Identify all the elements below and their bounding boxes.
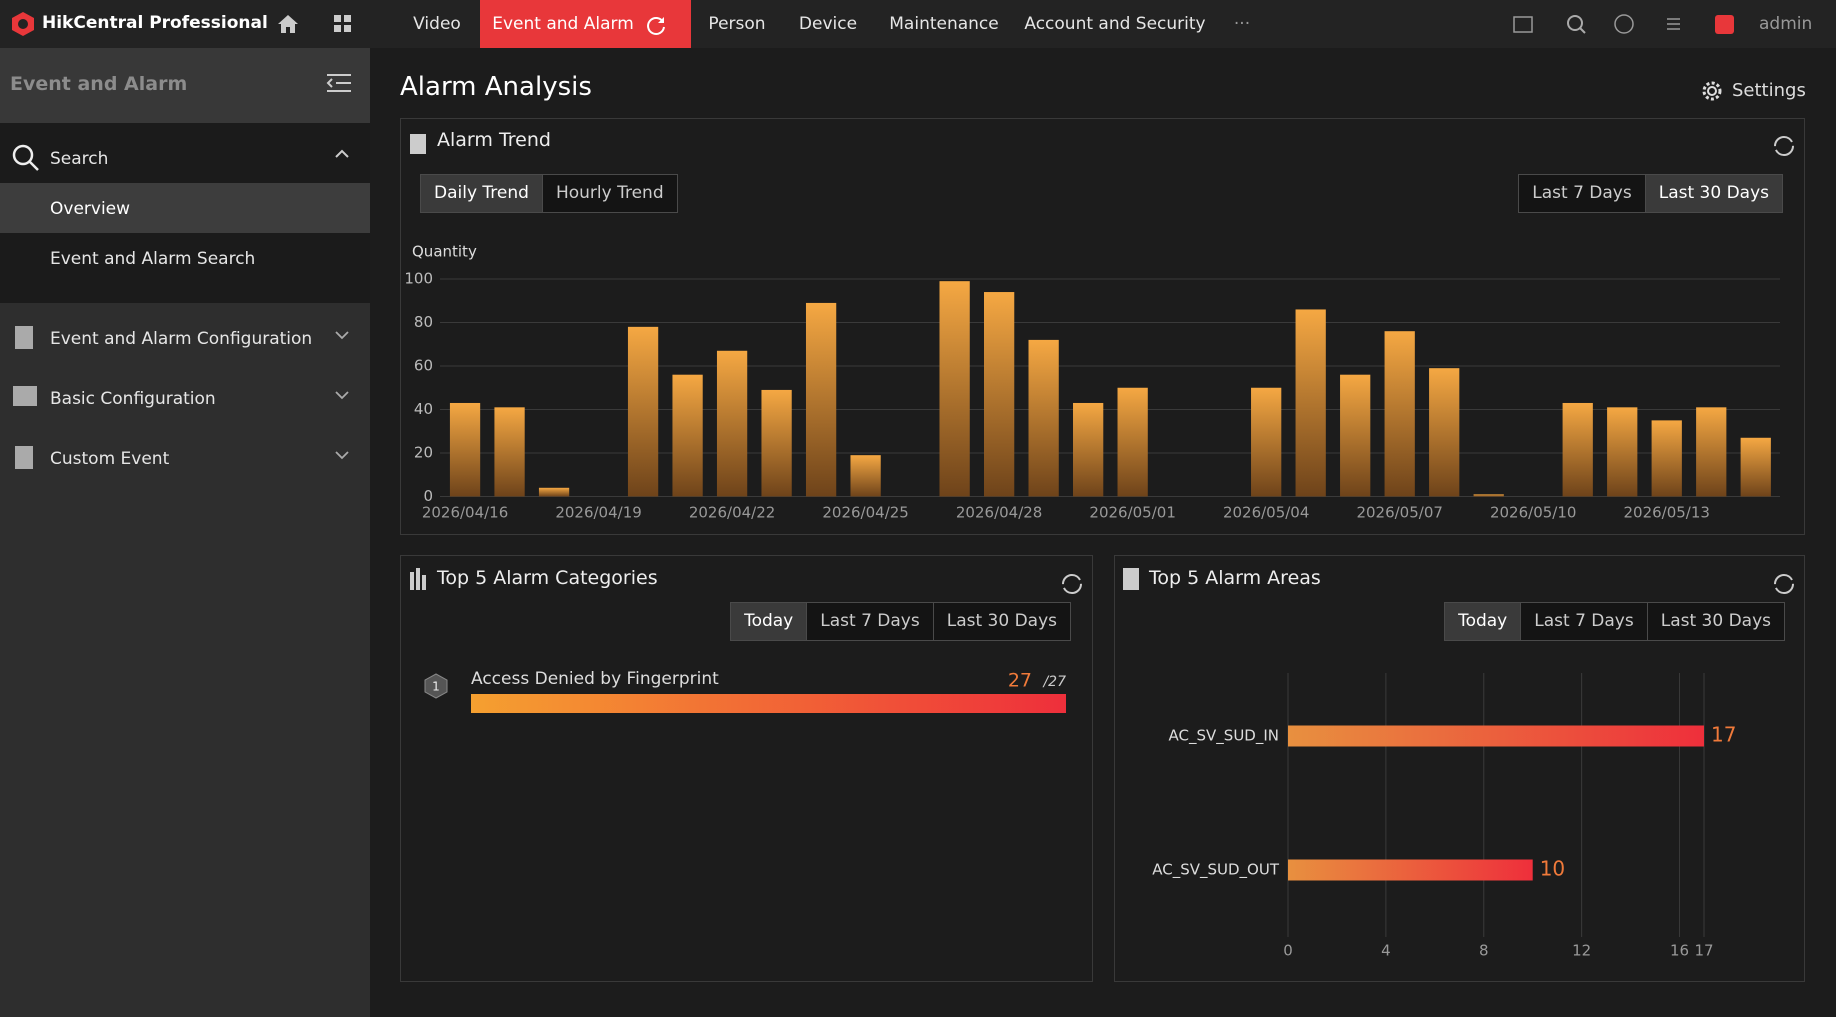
tab[interactable]: Last 7 Days	[807, 602, 934, 641]
sidebar: Event and Alarm Search Overview Event an…	[0, 48, 370, 1017]
page-title: Alarm Analysis	[400, 72, 592, 102]
settings-icon[interactable]	[1700, 79, 1724, 103]
tab[interactable]: Last 30 Days	[1647, 602, 1785, 641]
logo-icon	[12, 12, 34, 36]
settings-link[interactable]: Settings	[1732, 80, 1806, 101]
tab[interactable]: Last 30 Days	[933, 602, 1071, 641]
tab[interactable]: Last 7 Days	[1521, 602, 1648, 641]
collapse-icon[interactable]	[326, 72, 352, 94]
menu-item[interactable]: Search	[50, 149, 109, 169]
tab[interactable]: Today	[730, 602, 808, 641]
menu-item[interactable]: Overview	[50, 199, 131, 219]
chevrons[interactable]	[334, 328, 350, 468]
refresh-icon[interactable]	[645, 14, 667, 36]
tab-group: Today Last 7 Days Last 30 Days	[730, 602, 1071, 641]
nav-more[interactable]: ···	[1233, 14, 1251, 34]
tab[interactable]: Last 7 Days	[1518, 174, 1646, 213]
tab-group: Daily Trend Hourly Trend	[420, 174, 678, 213]
nav-item[interactable]: Person	[708, 14, 766, 34]
active-tab-bg	[480, 0, 691, 48]
search-icon	[12, 144, 39, 171]
sidebar-header	[0, 48, 370, 123]
tab-group: Today Last 7 Days Last 30 Days	[1444, 602, 1785, 641]
user-name[interactable]: admin	[1759, 14, 1813, 34]
menu-item[interactable]: Event and Alarm Search	[50, 249, 256, 269]
menu-selected-bg	[0, 183, 370, 233]
nav-item[interactable]: Account and Security	[1024, 14, 1206, 34]
panel-title: Top 5 Alarm Categories	[437, 567, 658, 589]
toolbar-icons[interactable]	[1512, 14, 1782, 36]
apps-icon[interactable]	[333, 14, 353, 34]
top-bar: HikCentral Professional Video Event and …	[0, 0, 1836, 48]
nav-item[interactable]: Device	[798, 14, 858, 34]
nav-item[interactable]: Maintenance	[889, 14, 999, 34]
nav-item[interactable]: Video	[413, 14, 461, 34]
menu-group[interactable]: Event and Alarm Configuration	[50, 329, 313, 349]
tab[interactable]: Hourly Trend	[542, 174, 678, 213]
logo-text: HikCentral Professional	[42, 13, 268, 33]
tab[interactable]: Daily Trend	[420, 174, 543, 213]
nav-item[interactable]: Event and Alarm	[492, 14, 634, 34]
tab[interactable]: Last 30 Days	[1645, 174, 1783, 213]
panel-title: Top 5 Alarm Areas	[1149, 567, 1321, 589]
home-icon[interactable]	[276, 13, 300, 35]
sidebar-title: Event and Alarm	[10, 73, 188, 95]
menu-group[interactable]: Basic Configuration	[50, 389, 216, 409]
tab[interactable]: Today	[1444, 602, 1522, 641]
panel-title: Alarm Trend	[437, 129, 551, 151]
chevron[interactable]	[334, 148, 350, 160]
menu-group[interactable]: Custom Event	[50, 449, 170, 469]
group-icons	[13, 326, 37, 469]
tab-group: Last 7 Days Last 30 Days	[1518, 174, 1783, 213]
